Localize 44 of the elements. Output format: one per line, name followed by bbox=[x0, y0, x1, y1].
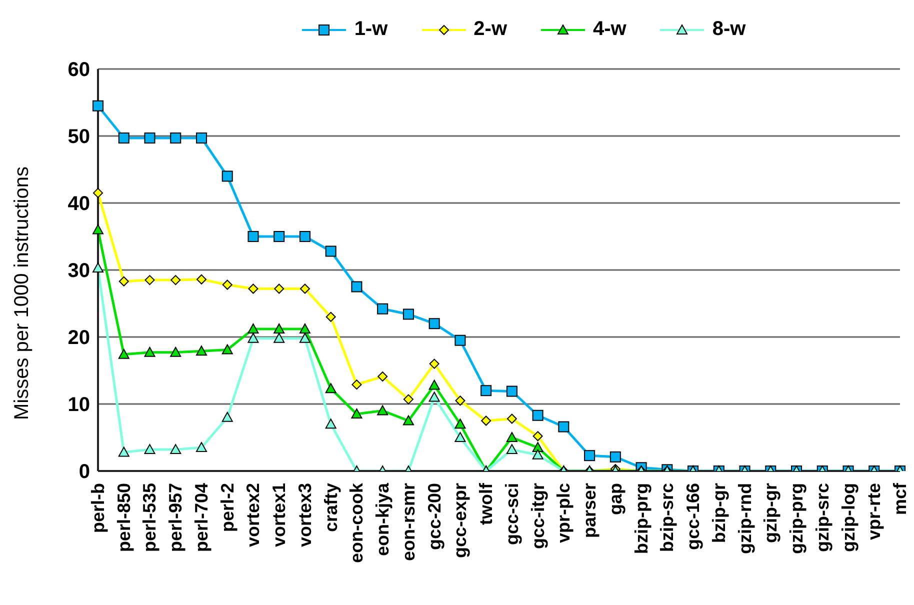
x-tick-label: gzip-prg bbox=[786, 483, 807, 554]
x-tick-label: vortex2 bbox=[243, 483, 264, 548]
legend-label: 2-w bbox=[472, 18, 507, 41]
y-tick-label: 10 bbox=[68, 394, 90, 416]
x-tick-label: gzip-gr bbox=[760, 483, 781, 543]
x-tick-label: vortex1 bbox=[269, 483, 290, 548]
x-tick-label: gcc-expr bbox=[450, 483, 470, 558]
x-tick-label: vpr-plc bbox=[554, 483, 574, 544]
x-tick-label: bzip-gr bbox=[708, 483, 729, 543]
x-tick-label: gzip-log bbox=[838, 483, 858, 552]
x-tick-label: vortex3 bbox=[294, 483, 315, 548]
x-tick-label: perl-850 bbox=[114, 483, 134, 552]
y-axis-title: Misses per 1000 instructions bbox=[11, 166, 34, 420]
legend-label: 1-w bbox=[353, 18, 388, 41]
x-tick-label: bzip-src bbox=[657, 483, 678, 552]
x-tick-label: mcf bbox=[890, 482, 910, 516]
legend-label: 4-w bbox=[592, 18, 626, 41]
x-tick-label: gzip-rnd bbox=[734, 483, 755, 554]
x-tick-label: gap bbox=[605, 483, 626, 516]
y-tick-label: 20 bbox=[68, 327, 90, 350]
y-tick-label: 50 bbox=[68, 126, 90, 148]
y-tick-label: 30 bbox=[68, 260, 90, 282]
y-tick-label: 0 bbox=[78, 461, 90, 484]
x-tick-label: gcc-itgr bbox=[528, 483, 548, 550]
x-tick-label: gcc-166 bbox=[683, 483, 704, 550]
x-tick-label: perl-535 bbox=[140, 483, 160, 552]
x-tick-label: vpr-rte bbox=[864, 483, 884, 540]
x-tick-label: perl-704 bbox=[191, 483, 212, 552]
x-tick-label: twolf bbox=[476, 482, 496, 525]
x-tick-label: bzip-prg bbox=[631, 483, 652, 554]
x-tick-label: perl-2 bbox=[217, 483, 238, 532]
x-tick-label: crafty bbox=[320, 483, 341, 532]
x-tick-label: gzip-src bbox=[812, 483, 832, 552]
x-tick-label: gcc-200 bbox=[424, 483, 444, 550]
x-tick-label: eon-rsmr bbox=[398, 483, 418, 562]
x-tick-label: eon-cook bbox=[346, 482, 367, 564]
y-tick-label: 60 bbox=[68, 59, 90, 82]
x-tick-label: perl-957 bbox=[166, 483, 186, 552]
x-tick-label: eon-kjya bbox=[372, 482, 393, 556]
x-tick-label: perl-b bbox=[88, 483, 108, 534]
x-tick-label: gcc-sci bbox=[502, 483, 522, 546]
legend-label: 8-w bbox=[711, 18, 746, 41]
x-tick-label: parser bbox=[580, 483, 600, 538]
y-tick-label: 40 bbox=[68, 193, 90, 216]
